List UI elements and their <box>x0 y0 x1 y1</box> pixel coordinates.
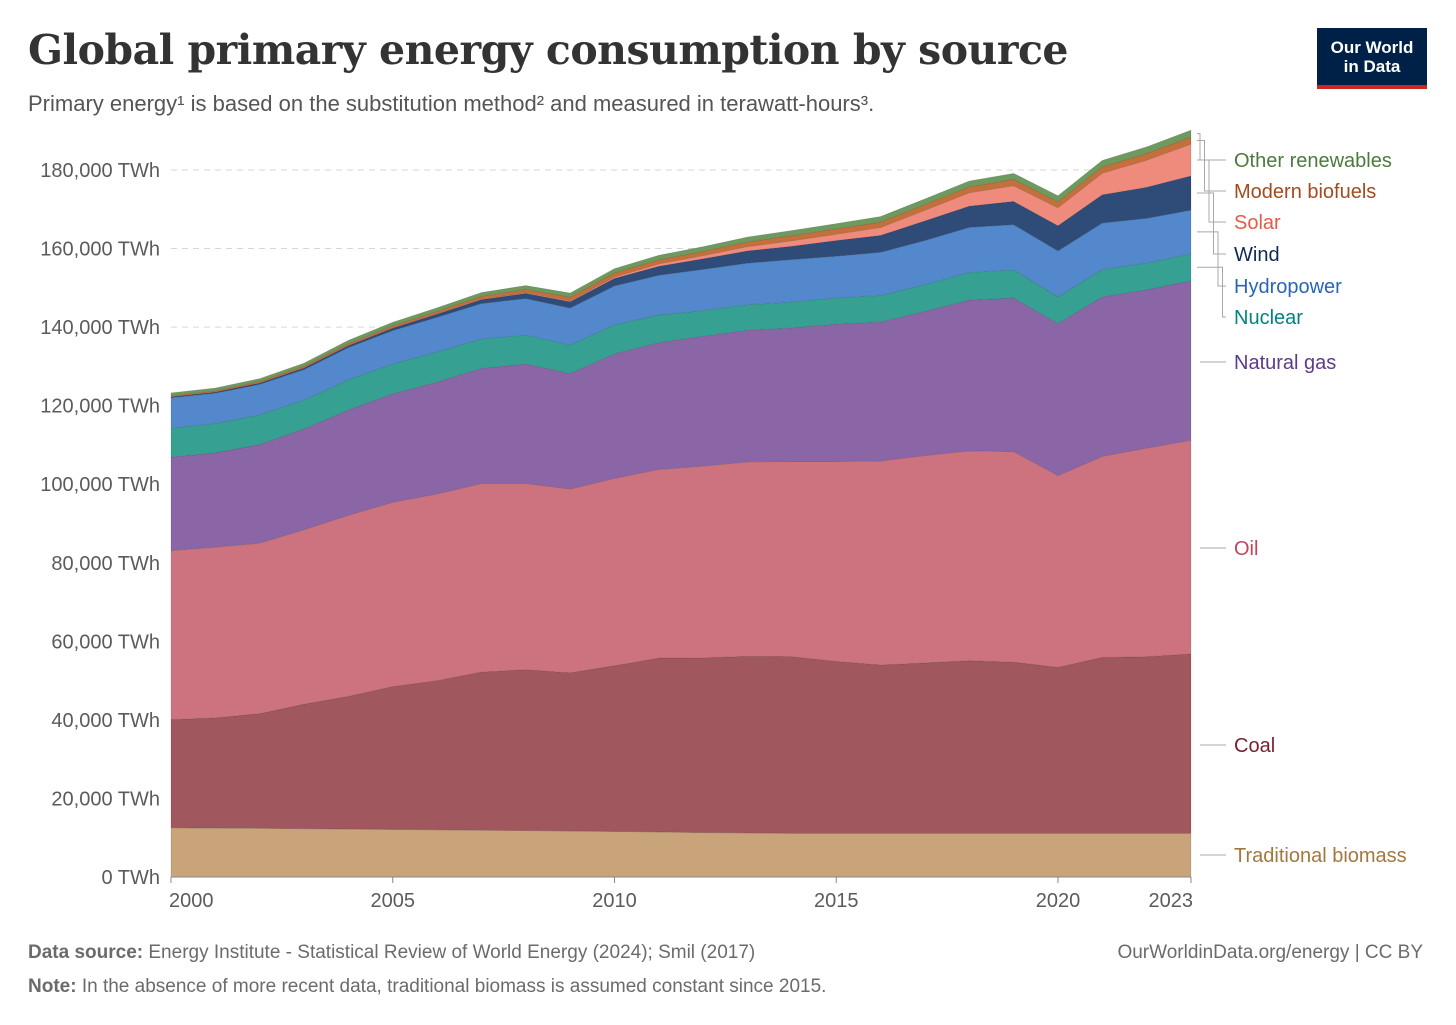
x-tick-label: 2023 <box>1149 890 1194 912</box>
label-leader-line <box>1197 266 1226 318</box>
x-tick-label: 2015 <box>814 890 859 912</box>
y-tick-label: 80,000 TWh <box>51 553 160 575</box>
x-tick-labels: 2000 2005 2010 2015 2020 2023 <box>169 890 1193 912</box>
area-other-renewables[interactable] <box>170 129 1192 397</box>
label-leader-line <box>1197 231 1226 287</box>
series-label-traditional-biomass[interactable]: Traditional biomass <box>1234 845 1407 867</box>
label-leader-line <box>1197 133 1226 161</box>
area-traditional-biomass[interactable] <box>170 827 1192 878</box>
x-tick-label: 2005 <box>370 890 415 912</box>
series-label-modern-biofuels[interactable]: Modern biofuels <box>1234 181 1376 203</box>
logo-line-2: in Data <box>1343 56 1401 76</box>
series-label-coal[interactable]: Coal <box>1234 735 1275 757</box>
y-tick-label: 120,000 TWh <box>40 396 160 418</box>
chart-subtitle: Primary energy¹ is based on the substitu… <box>28 91 875 116</box>
data-source: Data source: Energy Institute - Statisti… <box>28 942 755 964</box>
y-tick-label: 180,000 TWh <box>40 160 160 182</box>
x-tick-label: 2020 <box>1036 890 1081 912</box>
series-label-nuclear[interactable]: Nuclear <box>1234 307 1303 329</box>
label-leader-line <box>1197 140 1226 192</box>
y-tick-label: 60,000 TWh <box>51 631 160 653</box>
x-tick-label: 2010 <box>592 890 637 912</box>
label-leader-line <box>1197 192 1226 255</box>
chart-title: Global primary energy consumption by sou… <box>28 26 1069 74</box>
series-label-oil[interactable]: Oil <box>1234 538 1258 560</box>
note-text: In the absence of more recent data, trad… <box>76 976 827 997</box>
y-tick-labels: 0 TWh 20,000 TWh 40,000 TWh 60,000 TWh 80,00… <box>40 160 160 889</box>
y-tick-label: 140,000 TWh <box>40 317 160 339</box>
series-label-solar[interactable]: Solar <box>1234 212 1281 234</box>
y-tick-label: 40,000 TWh <box>51 710 160 732</box>
series-label-wind[interactable]: Wind <box>1234 244 1280 266</box>
y-tick-label: 20,000 TWh <box>51 788 160 810</box>
logo-line-1: Our World <box>1330 37 1414 57</box>
axes <box>170 876 1192 883</box>
y-tick-label: 160,000 TWh <box>40 239 160 261</box>
series-label-hydropower[interactable]: Hydropower <box>1234 276 1342 298</box>
series-labels: Traditional biomass Coal Oil Natural gas Nuc… <box>1197 133 1407 867</box>
area-series <box>170 129 1192 878</box>
x-tick-label: 2000 <box>169 890 214 912</box>
y-tick-label: 100,000 TWh <box>40 474 160 496</box>
y-tick-label: 0 TWh <box>101 867 160 889</box>
stacked-area-chart: 0 TWh 20,000 TWh 40,000 TWh 60,000 TWh 80,00… <box>40 129 1407 912</box>
credit-link[interactable]: OurWorldinData.org/energy | CC BY <box>1117 942 1423 963</box>
note-label: Note: <box>28 976 77 997</box>
area-oil[interactable] <box>170 439 1192 720</box>
data-source-label: Data source: <box>28 942 144 963</box>
owid-logo[interactable]: Our World in Data <box>1317 28 1427 89</box>
series-label-natural-gas[interactable]: Natural gas <box>1234 352 1336 374</box>
series-label-other-renewables[interactable]: Other renewables <box>1234 150 1392 172</box>
data-source-text[interactable]: Energy Institute - Statistical Review of… <box>143 942 756 963</box>
chart-note: Note: In the absence of more recent data… <box>28 976 826 998</box>
